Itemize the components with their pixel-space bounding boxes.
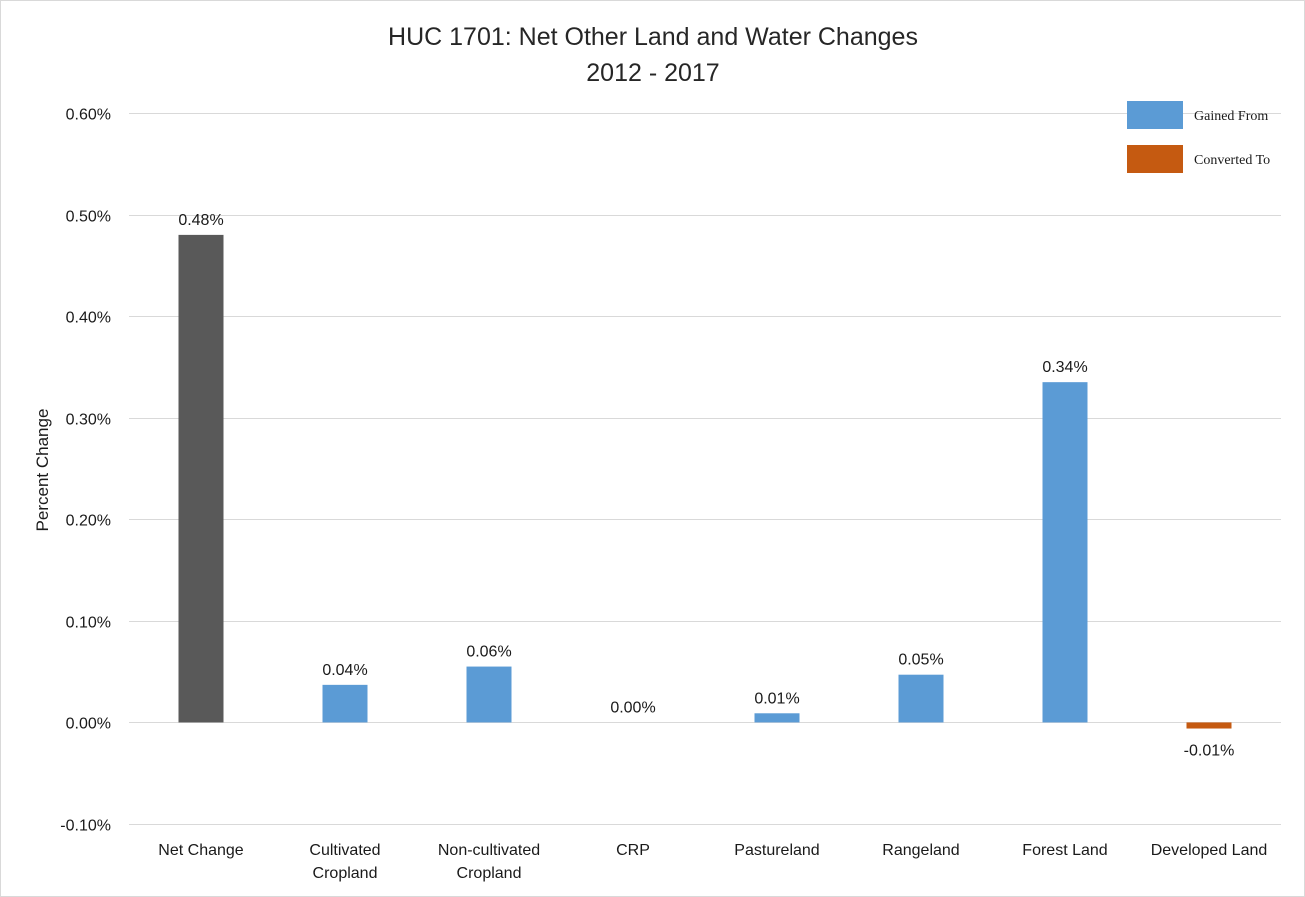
data-label: 0.06%: [466, 644, 511, 661]
x-category-label: Developed Land: [1151, 842, 1268, 859]
y-tick-label: 0.00%: [66, 716, 111, 733]
y-tick-label: 0.30%: [66, 412, 111, 429]
x-category-label-line: Net Change: [158, 842, 243, 859]
x-category-label: Pastureland: [734, 842, 819, 859]
bar: [898, 674, 944, 723]
bar: [178, 234, 224, 723]
chart-subtitle: 2012 - 2017: [586, 59, 719, 87]
data-label: 0.00%: [610, 699, 655, 716]
x-category-label: Non-cultivated Cropland: [438, 842, 540, 882]
x-category-label-line: Cultivated: [309, 842, 380, 859]
bar: [466, 666, 512, 723]
bar: [754, 713, 800, 723]
y-tick-label: 0.50%: [66, 209, 111, 226]
data-labels: 0.48% 0.04% 0.06% 0.00% 0.01% 0.05% 0.34% -0.01…: [178, 212, 1234, 760]
bars: [178, 234, 1232, 729]
x-category-label-line: Cropland: [457, 865, 522, 882]
data-label: 0.48%: [178, 212, 223, 229]
x-category-label: Cultivated Cropland: [309, 842, 380, 882]
x-category-label-line: Cropland: [313, 865, 378, 882]
legend-label-gained: Gained From: [1194, 109, 1268, 124]
x-category-label: CRP: [616, 842, 650, 859]
x-category-label: Forest Land: [1022, 842, 1107, 859]
data-label: 0.01%: [754, 690, 799, 707]
y-tick-label: 0.40%: [66, 310, 111, 327]
data-label: -0.01%: [1184, 743, 1235, 760]
x-category-label-line: Developed Land: [1151, 842, 1268, 859]
x-category-label-line: Non-cultivated: [438, 842, 540, 859]
y-axis-ticks: -0.10% 0.00% 0.10% 0.20% 0.30% 0.40% 0.50% 0.60…: [60, 107, 111, 835]
legend-swatch-converted: [1127, 145, 1183, 173]
legend: Gained From Converted To: [1127, 101, 1270, 173]
x-category-label-line: CRP: [616, 842, 650, 859]
bar: [1042, 382, 1088, 723]
x-category-label: Rangeland: [882, 842, 959, 859]
y-tick-label: 0.20%: [66, 513, 111, 530]
x-category-label: Net Change: [158, 842, 243, 859]
bar: [1186, 722, 1232, 729]
bar: [322, 684, 368, 723]
legend-label-converted: Converted To: [1194, 153, 1270, 168]
legend-swatch-gained: [1127, 101, 1183, 129]
y-tick-label: 0.10%: [66, 615, 111, 632]
data-label: 0.04%: [322, 662, 367, 679]
y-axis-label: Percent Change: [33, 409, 52, 532]
data-label: 0.05%: [898, 652, 943, 669]
x-category-label-line: Rangeland: [882, 842, 959, 859]
data-label: 0.34%: [1042, 359, 1087, 376]
y-tick-label: -0.10%: [60, 818, 111, 835]
y-tick-label: 0.60%: [66, 107, 111, 124]
x-category-label-line: Pastureland: [734, 842, 819, 859]
chart-title: HUC 1701: Net Other Land and Water Chang…: [388, 23, 918, 51]
x-axis-categories: Net Change Cultivated CroplandNon-cultivat…: [158, 842, 1267, 882]
gridlines: [129, 113, 1281, 825]
x-category-label-line: Forest Land: [1022, 842, 1107, 859]
